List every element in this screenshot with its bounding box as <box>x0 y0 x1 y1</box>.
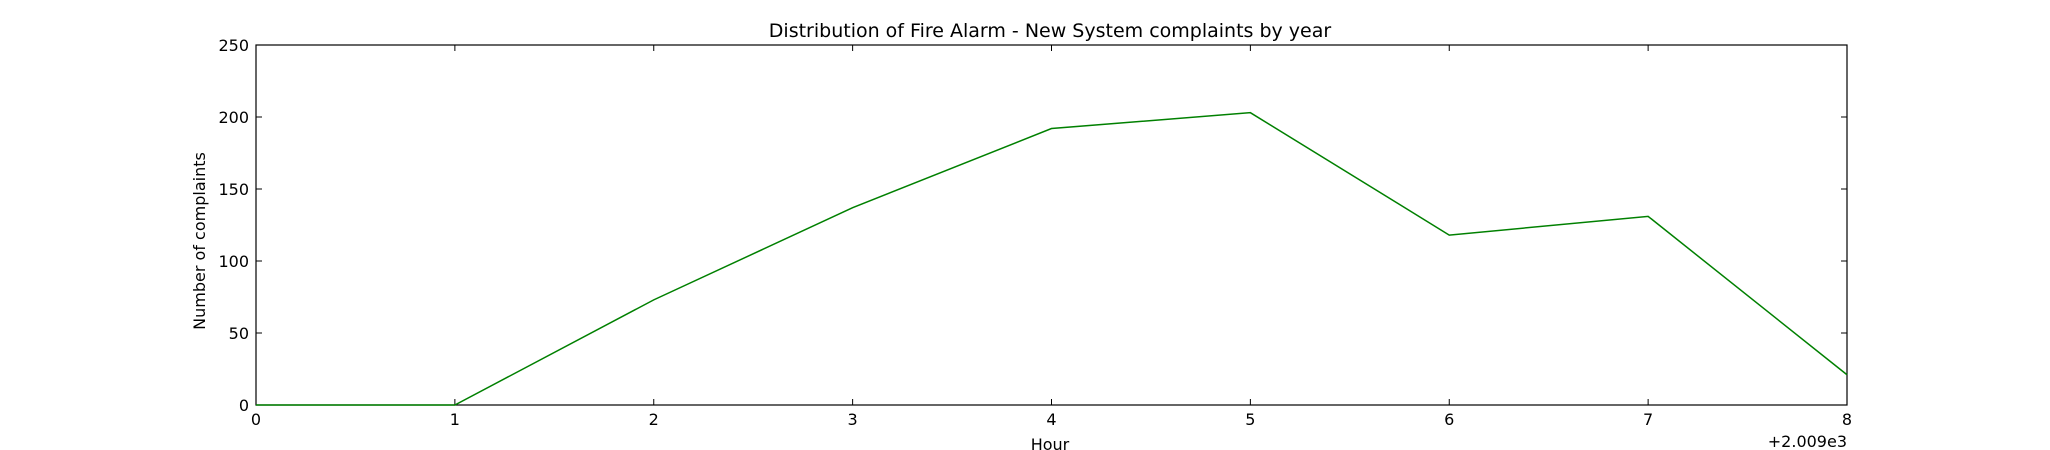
x-tick-label: 3 <box>848 410 858 429</box>
y-tick-label: 100 <box>218 252 249 271</box>
series-line-0 <box>256 111 1848 406</box>
x-tick-label: 8 <box>1842 410 1852 429</box>
x-axis-label: Hour <box>1031 435 1070 450</box>
x-tick-label: 7 <box>1643 410 1653 429</box>
y-tick-label: 200 <box>218 108 249 127</box>
x-tick-label: 4 <box>1046 410 1056 429</box>
x-tick-label: 1 <box>450 410 460 429</box>
x-tick-label: 0 <box>251 410 261 429</box>
series-layer <box>256 111 1848 406</box>
x-axis-offset-label: +2.009e3 <box>1768 432 1847 450</box>
x-tick-label: 2 <box>649 410 659 429</box>
y-tick-label: 150 <box>218 180 249 199</box>
x-tick-label: 5 <box>1245 410 1255 429</box>
y-tick-label: 0 <box>239 396 249 415</box>
y-tick-label: 250 <box>218 36 249 55</box>
x-axis: 0 1 2 3 4 5 6 7 8 <box>251 45 1852 429</box>
x-tick-label: 6 <box>1444 410 1454 429</box>
y-axis-label: Number of complaints <box>190 152 209 330</box>
y-tick-label: 50 <box>229 324 249 343</box>
chart-title: Distribution of Fire Alarm - New System … <box>769 20 1332 42</box>
